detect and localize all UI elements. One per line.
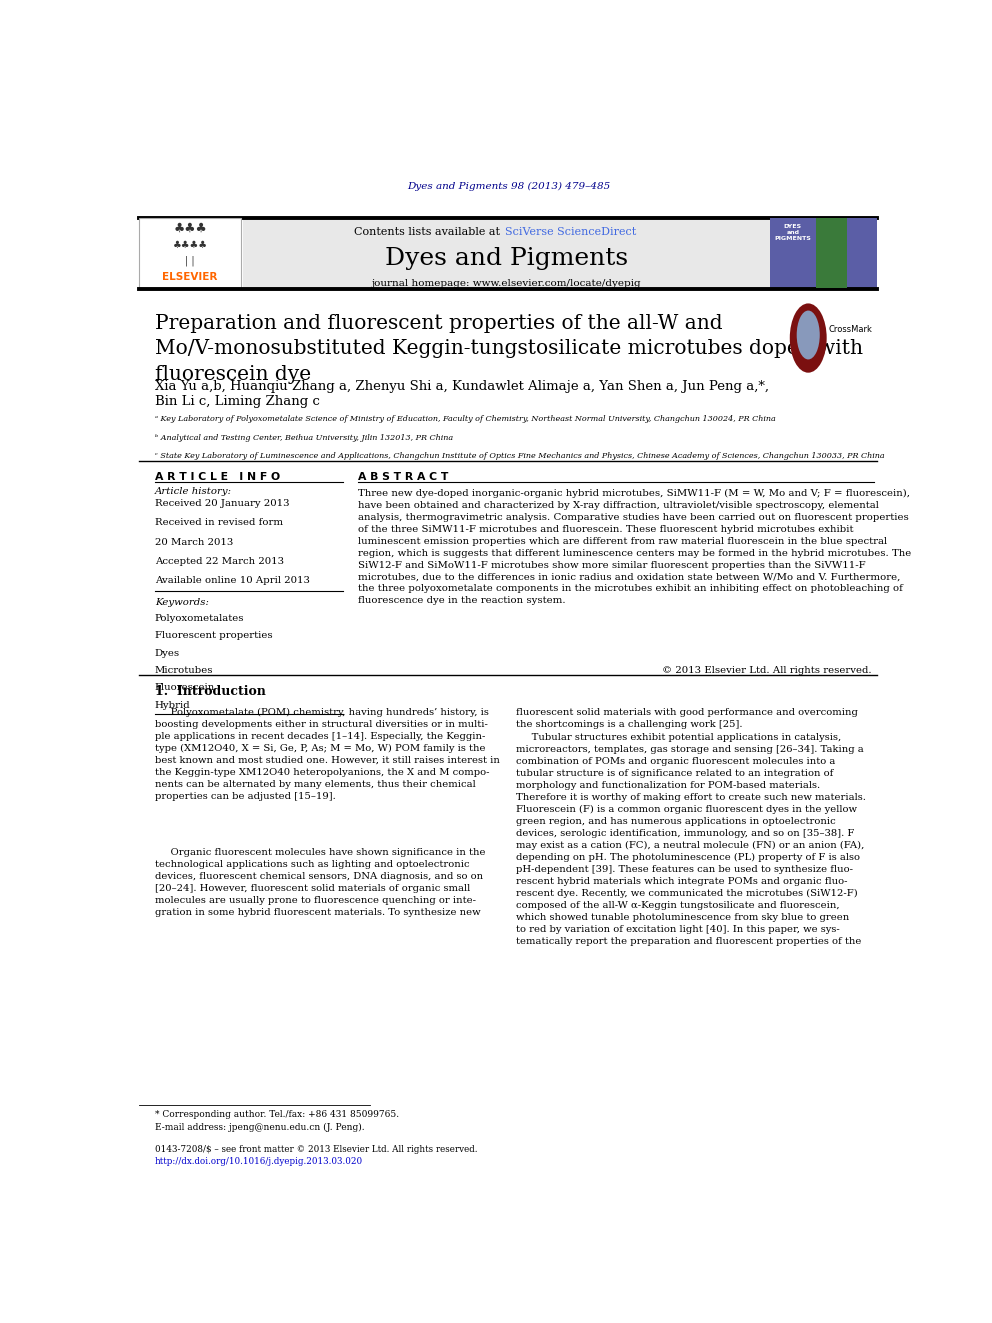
Text: Fluorescein: Fluorescein — [155, 684, 215, 692]
Text: | |: | | — [186, 255, 195, 266]
Text: SciVerse ScienceDirect: SciVerse ScienceDirect — [505, 228, 636, 237]
Text: Microtubes: Microtubes — [155, 665, 213, 675]
FancyBboxPatch shape — [139, 218, 241, 288]
Text: Polyoxometalates: Polyoxometalates — [155, 614, 244, 623]
Text: journal homepage: www.elsevier.com/locate/dyepig: journal homepage: www.elsevier.com/locat… — [371, 279, 641, 288]
Text: ♣♣♣: ♣♣♣ — [174, 222, 207, 235]
Text: * Corresponding author. Tel./fax: +86 431 85099765.: * Corresponding author. Tel./fax: +86 43… — [155, 1110, 399, 1119]
Text: CrossMark: CrossMark — [828, 325, 872, 335]
Text: fluorescent solid materials with good performance and overcoming
the shortcoming: fluorescent solid materials with good pe… — [516, 708, 858, 729]
Text: Dyes and Pigments 98 (2013) 479–485: Dyes and Pigments 98 (2013) 479–485 — [407, 183, 610, 192]
Text: E-mail address: jpeng@nenu.edu.cn (J. Peng).: E-mail address: jpeng@nenu.edu.cn (J. Pe… — [155, 1122, 364, 1131]
Ellipse shape — [797, 311, 819, 360]
Text: Received in revised form: Received in revised form — [155, 519, 283, 528]
Text: 20 March 2013: 20 March 2013 — [155, 537, 233, 546]
Text: Article history:: Article history: — [155, 487, 232, 496]
Text: ᶜ State Key Laboratory of Luminescence and Applications, Changchun Institute of : ᶜ State Key Laboratory of Luminescence a… — [155, 452, 885, 460]
Text: Bin Li c, Liming Zhang c: Bin Li c, Liming Zhang c — [155, 396, 319, 407]
Text: ♣♣♣♣: ♣♣♣♣ — [173, 241, 207, 250]
Text: Tubular structures exhibit potential applications in catalysis,
microreactors, t: Tubular structures exhibit potential app… — [516, 733, 866, 946]
Text: Available online 10 April 2013: Available online 10 April 2013 — [155, 577, 310, 586]
Text: DYES
and
PIGMENTS: DYES and PIGMENTS — [775, 224, 811, 241]
Text: Dyes and Pigments: Dyes and Pigments — [385, 247, 628, 270]
Text: Fluorescent properties: Fluorescent properties — [155, 631, 273, 640]
Text: ELSEVIER: ELSEVIER — [163, 271, 218, 282]
Text: Contents lists available at: Contents lists available at — [353, 228, 503, 237]
Text: Polyoxometalate (POM) chemistry, having hundreds’ history, is
boosting developme: Polyoxometalate (POM) chemistry, having … — [155, 708, 500, 800]
Text: Received 20 January 2013: Received 20 January 2013 — [155, 499, 290, 508]
Text: ᵇ Analytical and Testing Center, Beihua University, Jilin 132013, PR China: ᵇ Analytical and Testing Center, Beihua … — [155, 434, 453, 442]
Text: 0143-7208/$ – see front matter © 2013 Elsevier Ltd. All rights reserved.: 0143-7208/$ – see front matter © 2013 El… — [155, 1144, 477, 1154]
Ellipse shape — [790, 303, 826, 373]
Text: © 2013 Elsevier Ltd. All rights reserved.: © 2013 Elsevier Ltd. All rights reserved… — [662, 665, 871, 675]
Text: Organic fluorescent molecules have shown significance in the
technological appli: Organic fluorescent molecules have shown… — [155, 848, 485, 917]
Text: Dyes: Dyes — [155, 648, 180, 658]
Text: A R T I C L E   I N F O: A R T I C L E I N F O — [155, 471, 280, 482]
FancyBboxPatch shape — [243, 218, 770, 288]
Text: Hybrid: Hybrid — [155, 701, 190, 709]
FancyBboxPatch shape — [770, 218, 878, 288]
Text: http://dx.doi.org/10.1016/j.dyepig.2013.03.020: http://dx.doi.org/10.1016/j.dyepig.2013.… — [155, 1158, 363, 1166]
Text: Accepted 22 March 2013: Accepted 22 March 2013 — [155, 557, 284, 566]
FancyBboxPatch shape — [815, 218, 847, 288]
Text: Preparation and fluorescent properties of the all-W and
Mo/V-monosubstituted Keg: Preparation and fluorescent properties o… — [155, 314, 863, 384]
Text: A B S T R A C T: A B S T R A C T — [358, 471, 448, 482]
Text: ᵃ Key Laboratory of Polyoxometalate Science of Ministry of Education, Faculty of: ᵃ Key Laboratory of Polyoxometalate Scie… — [155, 415, 776, 423]
Text: Xia Yu a,b, Huanqiu Zhang a, Zhenyu Shi a, Kundawlet Alimaje a, Yan Shen a, Jun : Xia Yu a,b, Huanqiu Zhang a, Zhenyu Shi … — [155, 380, 769, 393]
Text: Three new dye-doped inorganic-organic hybrid microtubes, SiMW11-F (M = W, Mo and: Three new dye-doped inorganic-organic hy… — [358, 488, 912, 606]
Text: Keywords:: Keywords: — [155, 598, 208, 607]
Text: 1.  Introduction: 1. Introduction — [155, 685, 266, 699]
